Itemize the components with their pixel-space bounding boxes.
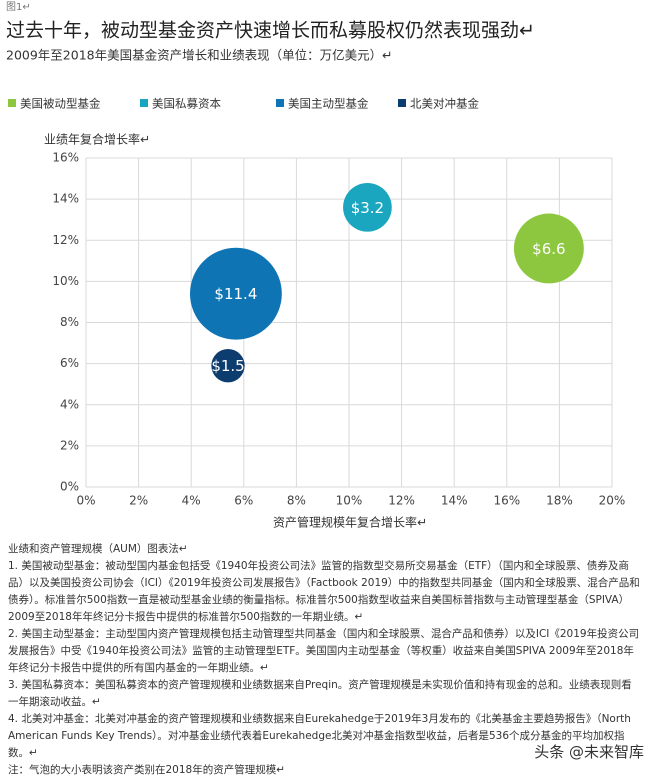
bubble	[513, 213, 584, 284]
legend-swatch	[276, 99, 284, 107]
legend-label: 美国主动型基金	[288, 97, 369, 111]
bubble	[189, 247, 282, 340]
x-tick-label: 14%	[441, 494, 468, 508]
y-tick-label: 12%	[52, 233, 79, 247]
x-tick-label: 16%	[493, 494, 520, 508]
legend-label: 美国被动型基金	[20, 97, 101, 111]
bubble	[343, 183, 392, 232]
data-label: $11.4	[214, 285, 257, 303]
notes: 业绩和资产管理规模（AUM）图表法↵ 1. 美国被动型基金：被动型国内基金包括受《…	[8, 541, 640, 779]
chart: 图1↵ 过去十年，被动型基金资产快速增长而私募股权仍然表现强劲↵ 2009年至2…	[6, 1, 626, 530]
note-paragraph: 1. 美国被动型基金：被动型国内基金包括受《1940年投资公司法》监管的指数型交…	[8, 560, 640, 623]
legend-label: 美国私募资本	[152, 97, 221, 111]
x-tick-label: 6%	[234, 494, 253, 508]
x-tick-label: 12%	[388, 494, 415, 508]
bubble	[211, 349, 245, 383]
note-paragraph: 4. 北美对冲基金：北美对冲基金的资产管理规模和业绩数据来自Eurekahedg…	[8, 713, 631, 759]
data-label: $6.6	[532, 240, 565, 258]
y-tick-label: 6%	[60, 356, 79, 370]
chart-title: 过去十年，被动型基金资产快速增长而私募股权仍然表现强劲↵	[6, 20, 535, 42]
figure-label: 图1↵	[6, 1, 31, 13]
x-axis-label: 资产管理规模年复合增长率↵	[273, 515, 427, 530]
data-label: $3.2	[351, 199, 384, 217]
chart-subtitle: 2009年至2018年美国基金资产增长和业绩表现（单位：万亿美元）↵	[6, 48, 393, 63]
y-tick-label: 2%	[60, 438, 79, 452]
x-tick-label: 20%	[599, 494, 626, 508]
legend-label: 北美对冲基金	[410, 97, 479, 111]
y-tick-label: 10%	[52, 274, 79, 288]
y-axis-label: 业绩年复合增长率↵	[44, 132, 150, 147]
y-tick-label: 8%	[60, 315, 79, 329]
legend-swatch	[8, 99, 16, 107]
x-tick-label: 4%	[182, 494, 201, 508]
x-tick-label: 10%	[336, 494, 363, 508]
legend-swatch	[398, 99, 406, 107]
note-paragraph: 3. 美国私募资本：美国私募资本的资产管理规模和业绩数据来自Preqin。资产管…	[8, 679, 632, 708]
x-tick-label: 0%	[76, 494, 95, 508]
y-tick-label: 0%	[60, 480, 79, 494]
note-paragraph: 注：气泡的大小表明该资产类别在2018年的资产管理规模↵	[8, 764, 286, 776]
data-label: $1.5	[211, 357, 244, 375]
y-tick-label: 14%	[52, 192, 79, 206]
y-tick-label: 16%	[52, 151, 79, 165]
note-paragraph: 2. 美国主动型基金：主动型国内资产管理规模包括主动管理型共同基金（国内和全球股…	[8, 628, 640, 674]
note-paragraph: 业绩和资产管理规模（AUM）图表法↵	[8, 543, 188, 555]
x-tick-label: 2%	[129, 494, 148, 508]
legend-swatch	[140, 99, 148, 107]
x-tick-label: 8%	[287, 494, 306, 508]
y-tick-label: 4%	[60, 397, 79, 411]
watermark: 头条 @未来智库	[534, 743, 644, 761]
x-tick-label: 18%	[546, 494, 573, 508]
